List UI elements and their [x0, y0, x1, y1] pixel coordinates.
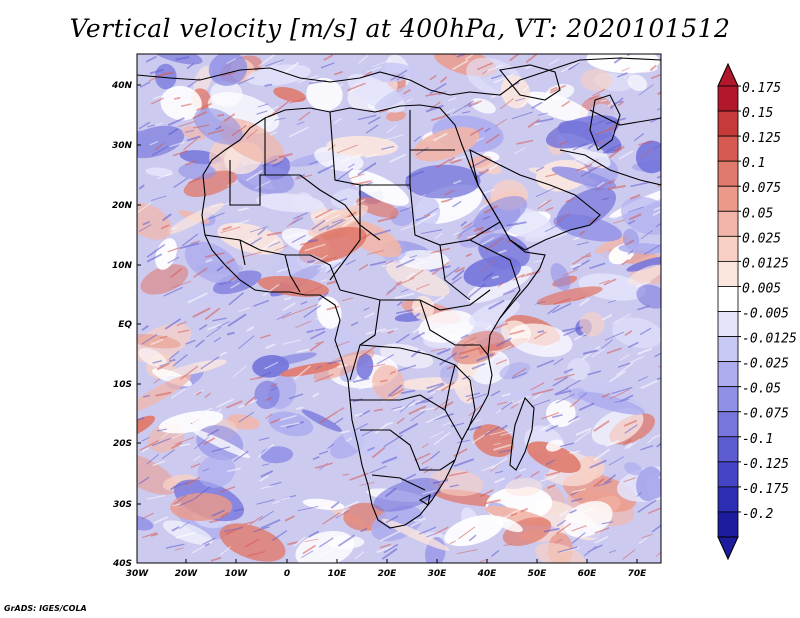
lat-label: 20S [113, 439, 132, 449]
longitude-axis: 30W 20W 10W 0 10E 20E 30E 40E 50E 60E 70… [126, 569, 647, 579]
colorbar-swatch [717, 110, 739, 137]
colorbar-label: 0.175 [742, 81, 781, 96]
lon-label: 0 [284, 569, 290, 579]
colorbar-swatch [717, 461, 739, 488]
colorbar-swatch [717, 361, 739, 388]
colorbar-label: -0.125 [742, 457, 789, 472]
grads-credit: GrADS: IGES/COLA [4, 604, 87, 613]
colorbar-label: -0.2 [742, 507, 773, 522]
lon-label: 70E [628, 569, 648, 579]
colorbar-swatch [717, 486, 739, 513]
colorbar-label: -0.005 [742, 307, 789, 322]
lon-label: 10W [225, 569, 249, 579]
lat-label: 10S [113, 380, 132, 390]
vertical-velocity-field [137, 54, 661, 563]
colorbar-swatch [717, 411, 739, 438]
colorbar-label: 0.125 [742, 131, 781, 146]
colorbar-label: -0.075 [742, 407, 789, 422]
colorbar-swatch [717, 311, 739, 337]
colorbar-swatch [717, 235, 739, 262]
colorbar-top-arrow [717, 62, 739, 87]
lon-label: 40E [477, 569, 498, 579]
country-borders [137, 57, 661, 529]
colorbar-swatch [717, 160, 739, 187]
latitude-axis: 40N 30N 20N 10N EQ 10S 20S 30S 40S [111, 81, 133, 569]
colorbar-swatch [717, 185, 739, 212]
lon-label: 30W [126, 569, 150, 579]
colorbar-label: -0.0125 [742, 332, 797, 347]
plot-frame [136, 53, 662, 564]
colorbar-label: 0.075 [742, 181, 781, 196]
colorbar-label: 0.05 [742, 206, 773, 221]
colorbar-swatch [717, 336, 739, 363]
lat-label: 30S [113, 500, 132, 510]
colorbar-swatch [717, 135, 739, 162]
colorbar-swatch [717, 85, 739, 112]
colorbar-label: -0.025 [742, 357, 789, 372]
colorbar-label: 0.1 [742, 156, 765, 171]
lon-label: 50E [528, 569, 548, 579]
lon-label: 30E [428, 569, 448, 579]
colorbar-label: -0.1 [742, 432, 773, 447]
lat-label: 40S [112, 559, 132, 569]
colorbar-label: 0.0125 [742, 256, 789, 271]
lat-label: EQ [118, 320, 132, 330]
colorbar-label: 0.15 [742, 106, 773, 121]
colorbar-swatch [717, 436, 739, 463]
lat-label: 40N [111, 81, 133, 91]
colorbar-label: -0.05 [742, 382, 781, 397]
lon-label: 10E [328, 569, 348, 579]
lon-label: 60E [578, 569, 598, 579]
lat-label: 30N [112, 141, 133, 151]
colorbar-label: 0.025 [742, 231, 781, 246]
lat-label: 10N [112, 261, 133, 271]
lon-label: 20E [378, 569, 398, 579]
colorbar-swatch [717, 511, 739, 538]
colorbar-bottom-arrow [717, 536, 739, 561]
lon-label: 20W [175, 569, 199, 579]
colorbar: 0.175 0.15 0.125 0.1 0.075 0.05 0.025 0.0125 0.0… [717, 62, 797, 561]
map-title: Vertical velocity [m/s] at 400hPa, VT: 2… [69, 14, 731, 43]
colorbar-label: 0.005 [742, 281, 781, 296]
colorbar-swatch [717, 210, 739, 237]
colorbar-swatch [717, 286, 739, 312]
colorbar-swatch [717, 260, 739, 287]
colorbar-swatch [717, 386, 739, 413]
lat-label: 20N [112, 201, 133, 211]
colorbar-label: -0.175 [742, 482, 789, 497]
